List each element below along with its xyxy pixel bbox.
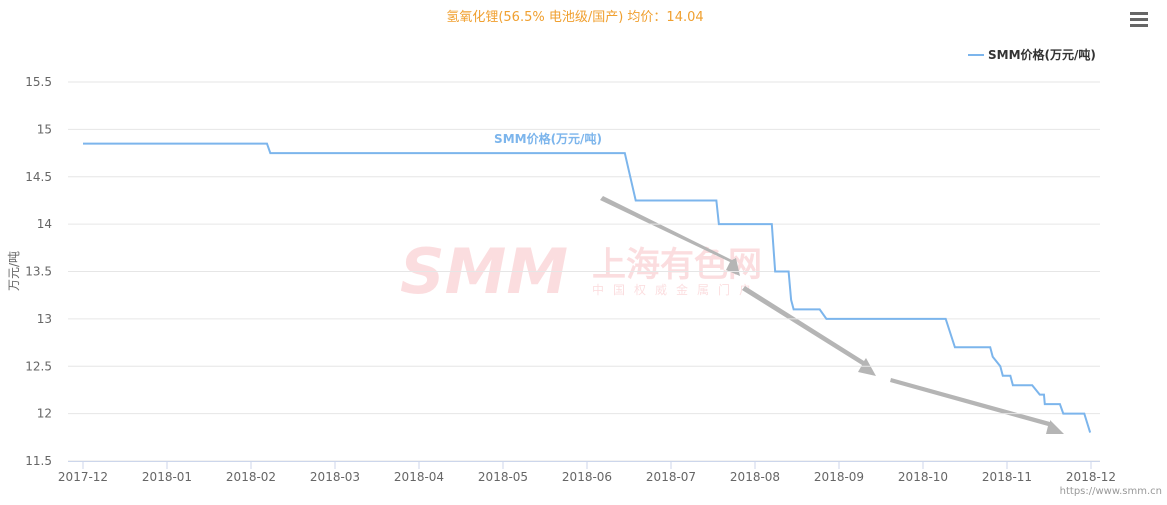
x-tick-label: 2018-08: [730, 470, 780, 484]
x-tick-label: 2018-07: [646, 470, 696, 484]
y-tick-label: 14: [37, 217, 52, 231]
x-tick-label: 2018-04: [394, 470, 444, 484]
y-tick-label: 14.5: [25, 170, 52, 184]
y-tick-label: 13: [37, 312, 52, 326]
y-tick-label: 13.5: [25, 265, 52, 279]
y-tick-label: 15: [37, 122, 52, 136]
menu-bar[interactable]: [1130, 18, 1148, 21]
y-tick-label: 12: [37, 407, 52, 421]
y-tick-label: 11.5: [25, 454, 52, 468]
x-tick-label: 2018-01: [142, 470, 192, 484]
arrows: [600, 196, 1064, 434]
y-tick-label: 12.5: [25, 359, 52, 373]
menu-button[interactable]: [1130, 12, 1148, 27]
x-tick-label: 2018-12: [1066, 470, 1116, 484]
x-tick-label: 2018-02: [226, 470, 276, 484]
source-url: https://www.smm.cn: [1060, 486, 1162, 497]
x-tick-label: 2018-05: [478, 470, 528, 484]
line: [83, 142, 1092, 433]
y-axis-label: 万元/吨: [7, 251, 21, 291]
menu-bar[interactable]: [1130, 24, 1148, 27]
menu-bar[interactable]: [1130, 12, 1148, 15]
x-tick-label: 2018-06: [562, 470, 612, 484]
legend-item[interactable]: SMM价格(万元/吨): [968, 47, 1096, 62]
x-tick-label: 2017-12: [58, 470, 108, 484]
x-tick-label: 2018-10: [898, 470, 948, 484]
x-tick-label: 2018-11: [982, 470, 1032, 484]
x-tick-label: 2018-09: [814, 470, 864, 484]
legend-label: SMM价格(万元/吨): [988, 47, 1096, 62]
watermark-slogan: 中国权威金属门户: [592, 282, 760, 297]
x-tick-label: 2018-03: [310, 470, 360, 484]
y-tick-label: 15.5: [25, 75, 52, 89]
chart-title: 氢氧化锂(56.5% 电池级/国产) 均价：14.04: [446, 10, 703, 25]
series-label: SMM价格(万元/吨): [494, 131, 602, 146]
